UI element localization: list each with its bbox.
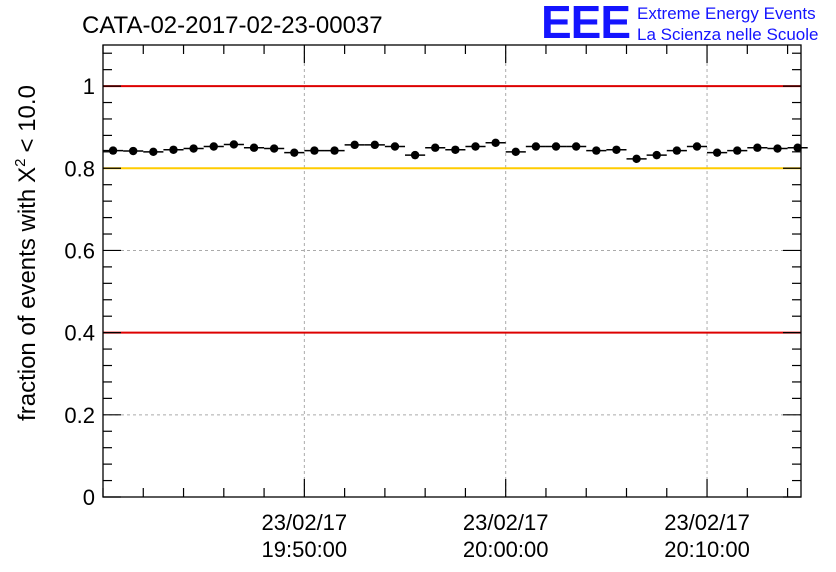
data-series: [103, 138, 808, 164]
data-point: [229, 140, 239, 149]
data-point: [149, 147, 158, 157]
data-point: [370, 140, 380, 150]
x-tick-label-time: 20:10:00: [664, 537, 750, 562]
data-point: [571, 142, 581, 151]
logo-line-1: Extreme Energy Events: [637, 4, 816, 23]
data-point: [733, 146, 742, 155]
logo-mark: EEE: [541, 0, 630, 48]
data-point: [592, 146, 601, 155]
x-tick-label-date: 23/02/17: [262, 510, 348, 535]
data-point: [310, 146, 319, 155]
data-point: [612, 145, 621, 154]
data-point: [511, 147, 520, 157]
y-tick-label: 1: [83, 74, 95, 99]
data-point: [692, 142, 702, 151]
data-point: [209, 142, 218, 151]
data-point: [551, 142, 561, 151]
y-axis-symbol: X: [14, 167, 41, 183]
plot-frame: [102, 44, 802, 498]
data-point: [129, 146, 138, 156]
y-tick-label: 0.2: [64, 403, 95, 428]
y-axis-suffix: < 10.0: [14, 85, 41, 152]
data-point: [410, 150, 420, 160]
data-point: [350, 140, 359, 150]
data-point: [491, 138, 500, 147]
data-point: [451, 145, 460, 154]
data-point: [652, 150, 661, 160]
y-tick-label: 0.8: [64, 156, 95, 181]
data-point: [189, 144, 198, 153]
data-point: [249, 143, 259, 152]
data-point: [793, 143, 802, 152]
x-tick-label-time: 19:50:00: [262, 537, 348, 562]
data-point: [753, 143, 762, 152]
logo-line-2: La Scienza nelle Scuole: [637, 25, 818, 44]
data-point: [632, 154, 641, 164]
grid: [103, 45, 801, 497]
eee-logo: EEE Extreme Energy Events La Scienza nel…: [541, 0, 818, 48]
data-point: [773, 144, 782, 153]
x-tick-label-date: 23/02/17: [664, 510, 750, 535]
tick-labels: 00.20.40.60.8123/02/1719:50:0023/02/1720…: [64, 74, 749, 562]
axes: [102, 44, 802, 498]
y-axis-title: fraction of events with X2 < 10.0: [12, 85, 41, 421]
data-point: [330, 146, 339, 155]
y-tick-label: 0.6: [64, 238, 95, 263]
x-tick-label-date: 23/02/17: [463, 510, 549, 535]
data-point: [169, 145, 178, 154]
data-point: [431, 143, 440, 152]
data-point: [290, 148, 299, 157]
data-point: [390, 142, 400, 151]
data-point: [108, 146, 118, 155]
y-axis-label: fraction of events with: [14, 189, 41, 421]
y-tick-label: 0.4: [64, 321, 95, 346]
y-tick-label: 0: [83, 485, 95, 510]
data-point: [471, 142, 480, 151]
data-point: [531, 142, 541, 151]
y-axis-superscript: 2: [12, 158, 29, 166]
x-tick-label-time: 20:00:00: [463, 537, 549, 562]
data-point: [712, 148, 722, 157]
data-point: [269, 144, 279, 153]
data-point: [672, 146, 682, 155]
reference-lines: [103, 85, 801, 334]
chart-title: CATA-02-2017-02-23-00037: [82, 12, 383, 39]
